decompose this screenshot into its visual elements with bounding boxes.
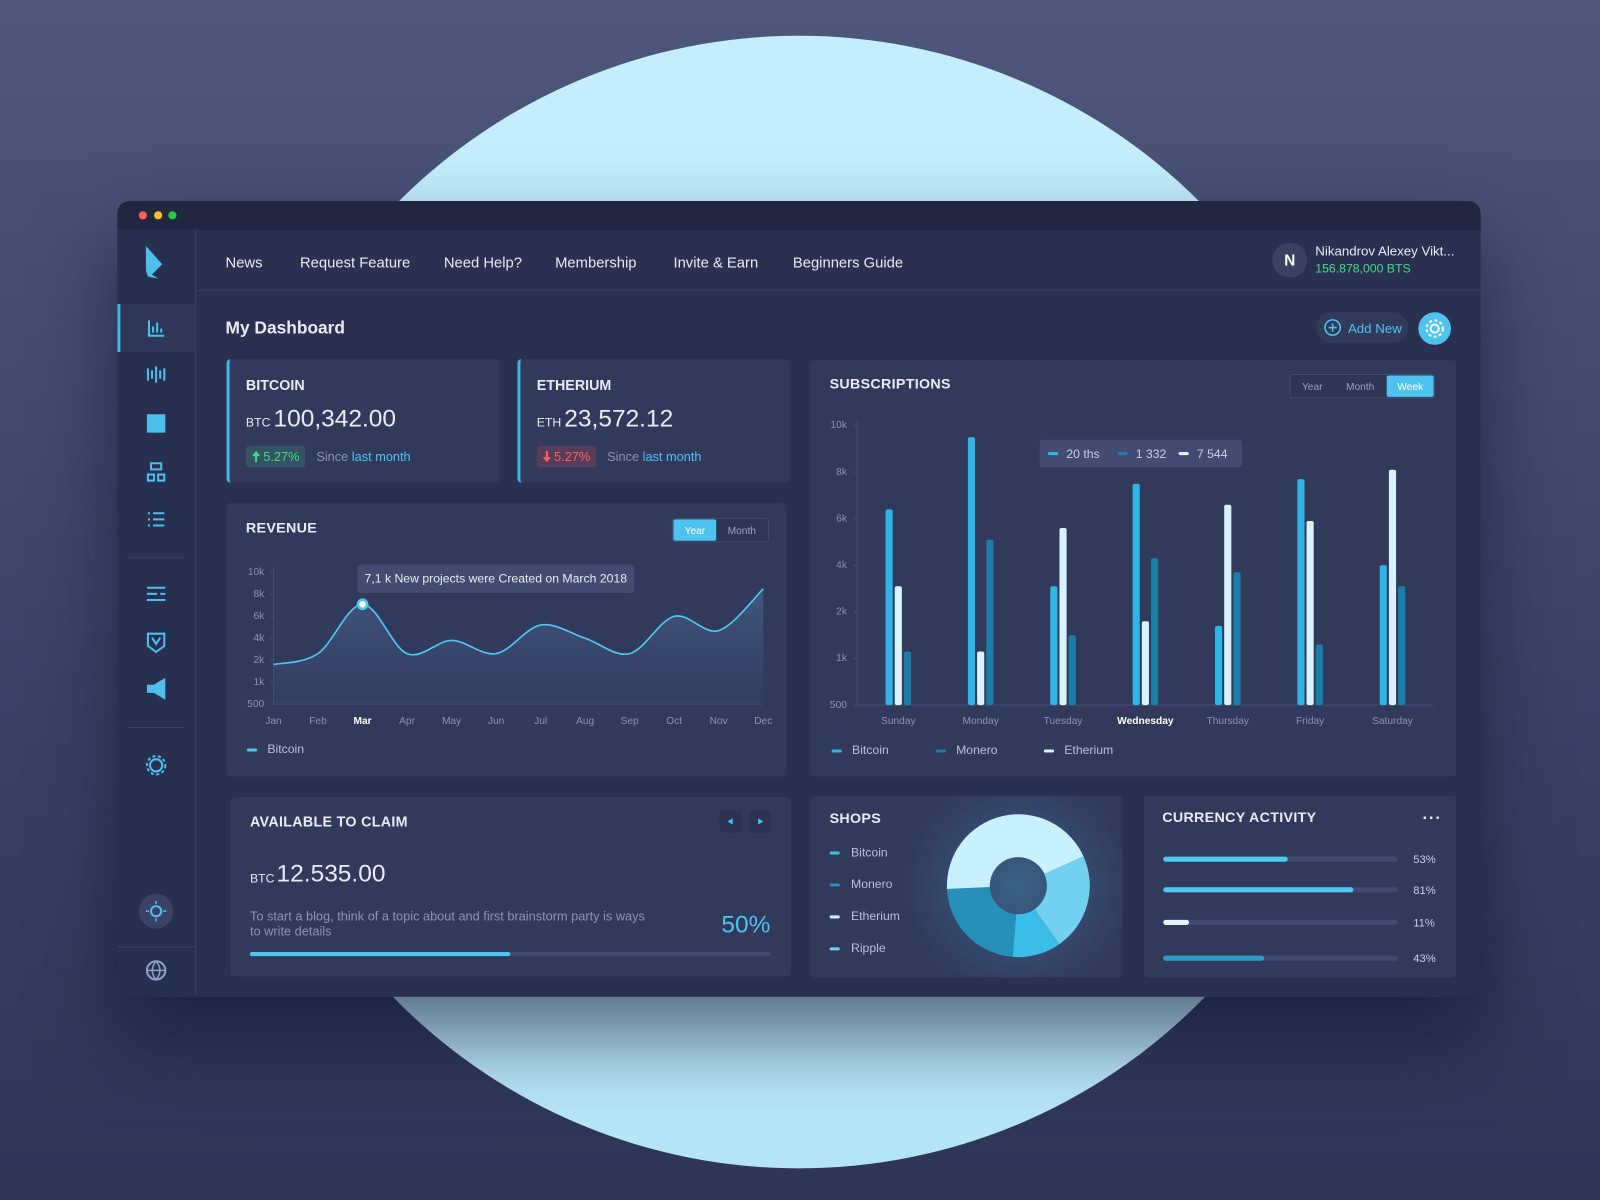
- claim-percent: 50%: [721, 911, 771, 939]
- bitcoin-card: [226, 359, 499, 483]
- period-link[interactable]: last month: [642, 449, 702, 465]
- shops-panel: [810, 795, 1123, 978]
- avatar[interactable]: N: [1272, 242, 1308, 278]
- nav-item[interactable]: News: [225, 255, 263, 272]
- add-new-label[interactable]: Add New: [1347, 320, 1402, 337]
- card-amount: 100,342.00: [273, 405, 397, 433]
- theme-toggle[interactable]: [138, 893, 174, 929]
- glow: [906, 795, 1123, 978]
- nav-icon-list[interactable]: [147, 512, 165, 527]
- trend-arrow: [252, 451, 261, 463]
- title-bar: [117, 201, 1481, 230]
- since-label: Since last month: [607, 450, 701, 464]
- nav-icon-network[interactable]: [146, 462, 166, 482]
- nav-icon-wallet[interactable]: [146, 414, 166, 433]
- nav-icon-news[interactable]: [146, 586, 166, 602]
- nav-icon-dashboard[interactable]: [147, 320, 165, 337]
- claim-pager: [719, 810, 772, 833]
- card-change: 5.27%: [554, 449, 591, 464]
- top-bar: [195, 230, 1481, 291]
- nav-icon-promo[interactable]: [146, 677, 166, 700]
- claim-text: To start a blog, think of a topic about …: [249, 909, 645, 939]
- sidebar: [117, 229, 196, 997]
- change-pill: 5.27%: [536, 445, 597, 468]
- claim-amount: 12.535.00: [276, 860, 386, 888]
- since: Since: [316, 449, 349, 465]
- user-name[interactable]: Nikandrov Alexey Vikt...: [1315, 243, 1455, 259]
- card-title: BITCOIN: [245, 376, 305, 393]
- nav-item[interactable]: Beginners Guide: [792, 255, 904, 272]
- more-menu[interactable]: ···: [1422, 810, 1442, 828]
- nav-item[interactable]: Request Feature: [299, 255, 411, 272]
- since: Since: [607, 449, 640, 465]
- nav-item[interactable]: Need Help?: [443, 255, 523, 272]
- card-currency: ETH: [536, 415, 562, 430]
- nav-icon-trading[interactable]: [146, 366, 166, 383]
- card-currency: BTC: [245, 415, 271, 430]
- subscriptions-panel: [810, 360, 1457, 777]
- card-title: ETHERIUM: [536, 376, 612, 393]
- zoom-dot[interactable]: [168, 211, 177, 220]
- user-balance: 156.878,000 BTS: [1315, 261, 1411, 276]
- progress-track: [249, 952, 771, 957]
- card-change: 5.27%: [263, 449, 300, 464]
- add-icon: [1324, 319, 1342, 336]
- nav-item[interactable]: Membership: [555, 255, 637, 272]
- nav-item[interactable]: Invite & Earn: [673, 255, 759, 272]
- since-label: Since last month: [316, 450, 410, 464]
- logo[interactable]: [145, 245, 163, 279]
- period-link[interactable]: last month: [351, 449, 411, 465]
- settings-button[interactable]: [1417, 311, 1452, 346]
- active-indicator: [117, 304, 121, 353]
- claim-currency: BTC: [249, 871, 275, 886]
- nav-icon-voucher[interactable]: [146, 632, 166, 654]
- page-title: My Dashboard: [225, 318, 346, 338]
- trend-arrow: [542, 451, 552, 463]
- etherium-card: [517, 359, 790, 483]
- sidebar-icons: [117, 245, 195, 981]
- minimize-dot[interactable]: [154, 211, 163, 220]
- currency-panel: [1143, 795, 1457, 978]
- revenue-panel: [226, 503, 787, 777]
- close-dot[interactable]: [138, 211, 147, 220]
- card-amount: 23,572.12: [564, 405, 674, 433]
- claim-title: AVAILABLE TO CLAIM: [249, 813, 408, 830]
- progress-fill: [249, 952, 511, 957]
- change-pill: 5.27%: [245, 445, 306, 468]
- nav-icon-settings[interactable]: [148, 758, 164, 773]
- claim-panel: [230, 796, 791, 977]
